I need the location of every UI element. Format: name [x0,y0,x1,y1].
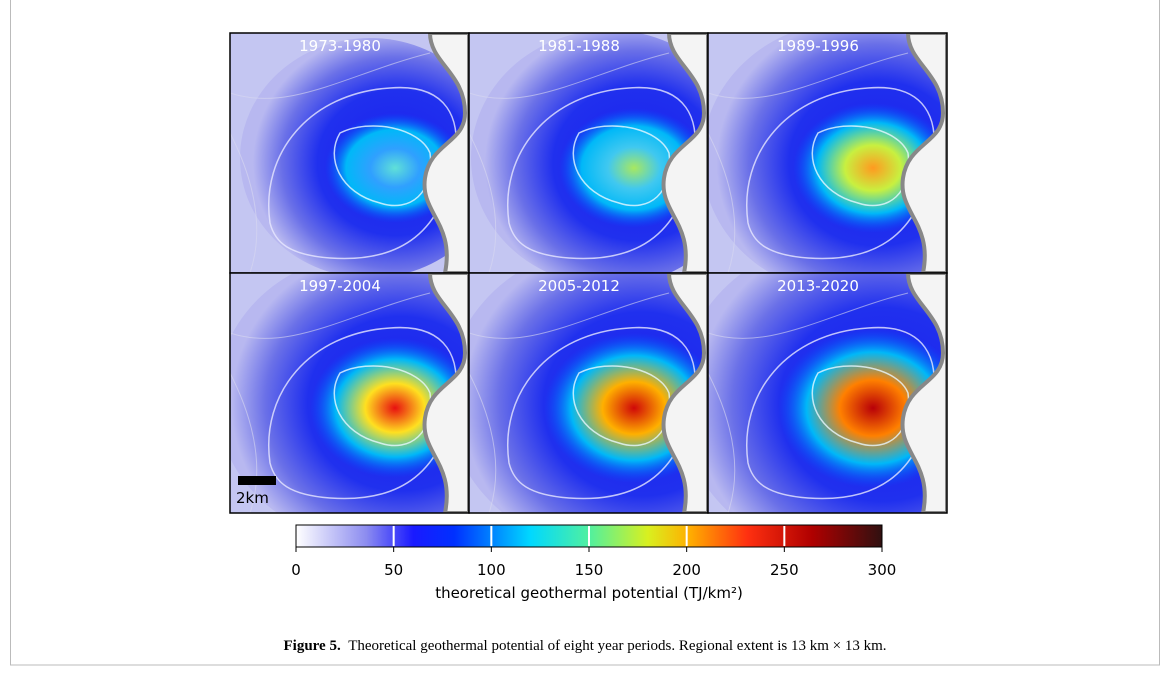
panel-title: 1989-1996 [777,37,859,55]
colorbar-tick-label: 150 [575,561,604,579]
road [230,52,431,273]
map-content [708,33,947,273]
panel-title: 1973-1980 [299,37,381,55]
panel-title: 2013-2020 [777,277,859,295]
contour [811,125,910,207]
colorbar-tick-label: 250 [770,561,799,579]
contour [811,365,910,447]
colorbar-tick-label: 200 [672,561,701,579]
panel-title: 1981-1988 [538,37,620,55]
scale-bar [238,476,276,485]
road [230,292,431,513]
contour [572,125,671,207]
city-area [422,33,469,273]
caption-label: Figure 5. [283,638,340,654]
frame [10,0,1160,666]
city-area [900,273,947,513]
colorbar-tick-label: 50 [384,561,403,579]
panel-grid: 1973-1980 1981-1988 1989-1996 1997-2004 2km 2… [229,32,948,514]
city-area [422,273,469,513]
city-area [900,33,947,273]
panel-border [707,272,948,514]
colorbar-tick-label: 0 [291,561,301,579]
map-panel: 1973-1980 [229,32,470,274]
map-panel: 1981-1988 [468,32,709,274]
scale-bar-label: 2km [236,489,269,507]
contour [333,365,432,447]
map-panel: 1989-1996 [707,32,948,274]
road [708,52,909,273]
potential-hotspot [778,328,947,488]
map-panel: 2005-2012 [468,272,709,514]
city-area [661,273,708,513]
map-content [469,33,708,273]
panel-title: 1997-2004 [299,277,381,295]
road [469,52,670,273]
contour [333,125,432,207]
panel-title: 2005-2012 [538,277,620,295]
colorbar-label: theoretical geothermal potential (TJ/km²… [435,584,743,602]
road [469,292,670,513]
map-content [708,273,947,513]
map-panel: 1997-2004 2km [229,272,470,514]
caption: Figure 5. Theoretical geothermal potenti… [283,638,886,654]
map-content [230,273,469,513]
map-panel: 2013-2020 [707,272,948,514]
map-content [230,33,469,273]
contour [572,365,671,447]
map-content [469,273,708,513]
colorbar-tick-label: 300 [868,561,897,579]
city-area [661,33,708,273]
road [708,292,909,513]
caption-text: Theoretical geothermal potential of eigh… [348,638,886,654]
colorbar-tick-label: 100 [477,561,506,579]
